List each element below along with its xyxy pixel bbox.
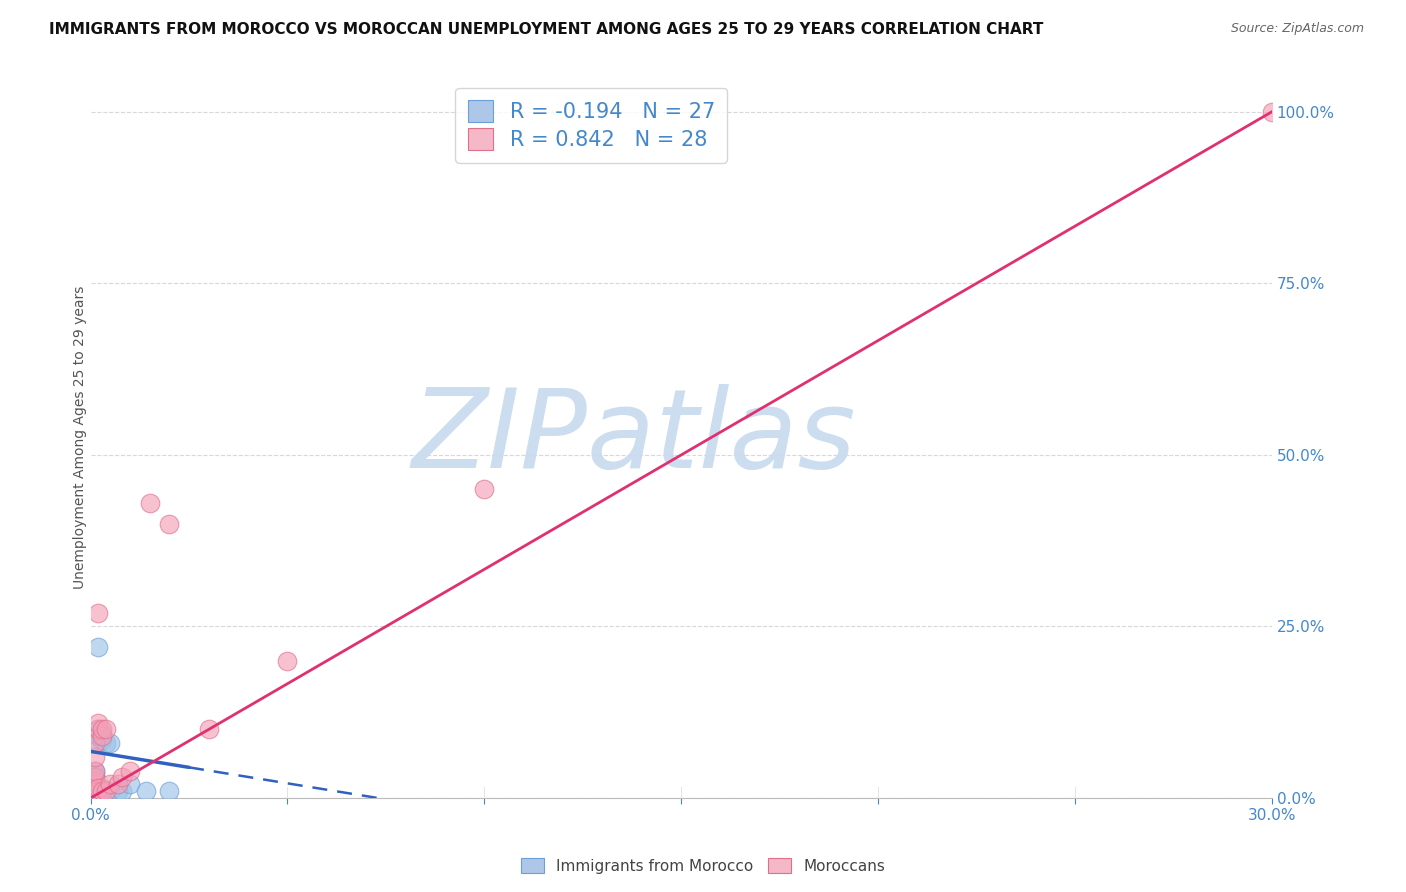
Y-axis label: Unemployment Among Ages 25 to 29 years: Unemployment Among Ages 25 to 29 years	[73, 286, 87, 590]
Point	[118, 777, 141, 791]
Point	[91, 784, 114, 798]
Point	[87, 780, 110, 795]
Point	[91, 723, 114, 737]
Point	[87, 729, 110, 743]
Point	[107, 777, 129, 791]
Point	[1261, 104, 1284, 119]
Point	[197, 723, 219, 737]
Point	[79, 777, 101, 791]
Point	[83, 767, 105, 781]
Point	[83, 771, 105, 785]
Legend: Immigrants from Morocco, Moroccans: Immigrants from Morocco, Moroccans	[515, 852, 891, 880]
Point	[83, 764, 105, 778]
Point	[91, 784, 114, 798]
Point	[87, 640, 110, 654]
Point	[98, 736, 121, 750]
Text: IMMIGRANTS FROM MOROCCO VS MOROCCAN UNEMPLOYMENT AMONG AGES 25 TO 29 YEARS CORRE: IMMIGRANTS FROM MOROCCO VS MOROCCAN UNEM…	[49, 22, 1043, 37]
Point	[83, 773, 105, 788]
Point	[96, 784, 118, 798]
Text: ZIPatlas: ZIPatlas	[412, 384, 856, 491]
Point	[79, 773, 101, 788]
Point	[83, 773, 105, 788]
Point	[87, 780, 110, 795]
Point	[83, 771, 105, 785]
Point	[87, 784, 110, 798]
Point	[96, 784, 118, 798]
Point	[91, 729, 114, 743]
Point	[91, 780, 114, 795]
Point	[111, 771, 134, 785]
Point	[87, 723, 110, 737]
Point	[83, 764, 105, 778]
Point	[138, 496, 160, 510]
Point	[91, 726, 114, 740]
Point	[83, 750, 105, 764]
Point	[157, 784, 180, 798]
Point	[157, 516, 180, 531]
Point	[135, 784, 157, 798]
Point	[87, 736, 110, 750]
Point	[91, 732, 114, 747]
Point	[474, 482, 496, 496]
Point	[83, 777, 105, 791]
Point	[87, 715, 110, 730]
Point	[111, 784, 134, 798]
Point	[98, 777, 121, 791]
Point	[107, 784, 129, 798]
Point	[87, 723, 110, 737]
Point	[96, 736, 118, 750]
Point	[98, 784, 121, 798]
Point	[83, 736, 105, 750]
Point	[87, 784, 110, 798]
Point	[118, 764, 141, 778]
Point	[83, 777, 105, 791]
Point	[79, 777, 101, 791]
Point	[83, 780, 105, 795]
Point	[276, 654, 298, 668]
Point	[87, 606, 110, 620]
Point	[96, 723, 118, 737]
Point	[79, 773, 101, 788]
Legend: R = -0.194   N = 27, R = 0.842   N = 28: R = -0.194 N = 27, R = 0.842 N = 28	[456, 87, 727, 162]
Text: Source: ZipAtlas.com: Source: ZipAtlas.com	[1230, 22, 1364, 36]
